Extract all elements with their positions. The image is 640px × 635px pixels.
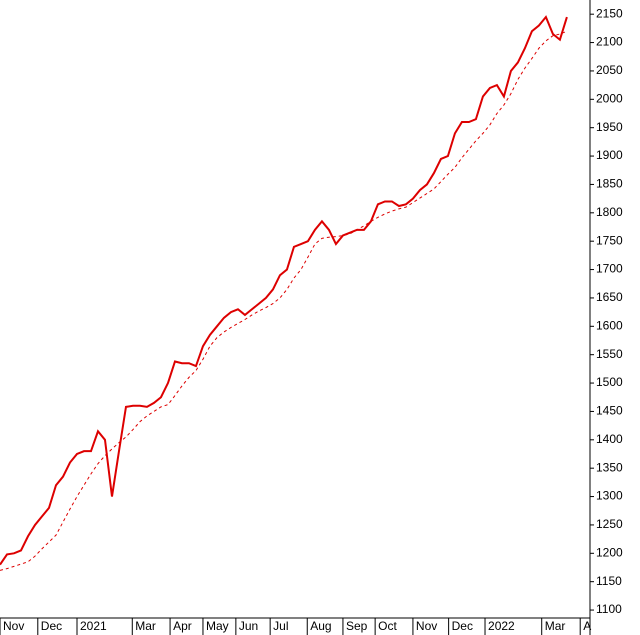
y-tick-label: 2150 [596,6,623,20]
y-tick-label: 1800 [596,205,623,219]
x-tick-label: May [206,619,229,633]
x-tick-label: Sep [346,619,368,633]
x-tick-label: A [583,619,591,633]
y-tick-label: 2050 [596,63,623,77]
y-tick-label: 1400 [596,432,623,446]
y-tick-label: 1650 [596,290,623,304]
x-tick-label: Oct [378,619,397,633]
x-tick-label: 2021 [80,619,107,633]
x-tick-label: Aug [310,619,331,633]
y-tick-label: 1200 [596,545,623,559]
x-tick-label: Apr [173,619,192,633]
series-line [0,15,568,566]
y-tick-label: 1900 [596,148,623,162]
x-tick-label: Dec [41,619,62,633]
y-tick-label: 1250 [596,517,623,531]
y-tick-label: 1450 [596,404,623,418]
x-tick-label: Nov [3,619,24,633]
y-tick-label: 1500 [596,375,623,389]
x-tick-label: Nov [416,619,437,633]
y-tick-label: 1950 [596,120,623,134]
x-tick-label: Jun [239,619,258,633]
y-tick-label: 1850 [596,177,623,191]
y-tick-label: 1300 [596,489,623,503]
y-tick-label: 1700 [596,262,623,276]
y-tick-label: 1600 [596,318,623,332]
x-tick-label: Mar [545,619,566,633]
y-tick-label: 2000 [596,91,623,105]
x-tick-label: Dec [452,619,473,633]
y-tick-label: 1350 [596,460,623,474]
y-tick-label: 1150 [596,574,622,588]
series-line [0,30,568,571]
x-tick-label: Mar [135,619,156,633]
x-tick-label: Jul [273,619,288,633]
x-tick-label: 2022 [488,619,515,633]
y-tick-label: 2100 [596,35,623,49]
y-tick-label: 1100 [596,602,622,616]
y-tick-label: 1750 [596,233,623,247]
y-tick-label: 1550 [596,347,623,361]
